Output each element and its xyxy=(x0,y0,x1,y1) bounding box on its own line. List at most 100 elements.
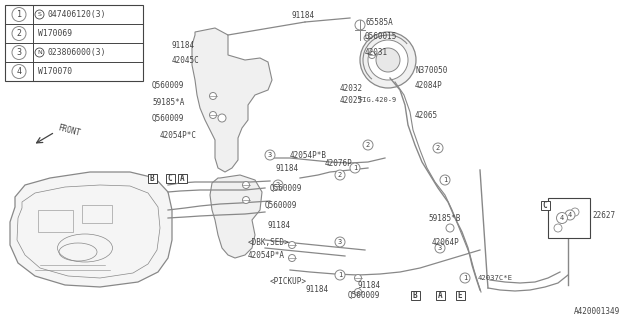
Circle shape xyxy=(12,65,26,78)
Text: Q560009: Q560009 xyxy=(152,114,184,123)
Circle shape xyxy=(12,45,26,60)
Text: 1: 1 xyxy=(443,177,447,183)
Bar xyxy=(435,291,445,300)
Text: 2: 2 xyxy=(366,142,370,148)
Circle shape xyxy=(335,170,345,180)
Bar xyxy=(38,210,73,232)
Bar xyxy=(5,5,143,81)
Text: 3: 3 xyxy=(438,245,442,251)
Text: 2: 2 xyxy=(338,172,342,178)
Text: Q560009: Q560009 xyxy=(152,81,184,90)
Text: 42076P: 42076P xyxy=(325,158,353,167)
Text: B: B xyxy=(150,173,154,182)
Bar xyxy=(548,198,590,238)
Text: 3: 3 xyxy=(268,152,272,158)
Circle shape xyxy=(35,48,44,57)
Bar xyxy=(541,201,550,210)
Circle shape xyxy=(12,27,26,41)
Text: Q560009: Q560009 xyxy=(348,291,380,300)
Text: B: B xyxy=(413,291,417,300)
Text: 42054P*B: 42054P*B xyxy=(290,150,327,159)
Text: 42064P: 42064P xyxy=(432,237,460,246)
Circle shape xyxy=(565,210,575,220)
Text: 42084P: 42084P xyxy=(415,81,443,90)
Circle shape xyxy=(209,92,216,100)
Circle shape xyxy=(355,275,362,282)
Circle shape xyxy=(289,242,296,249)
Circle shape xyxy=(265,150,275,160)
Circle shape xyxy=(364,35,370,41)
Text: W170070: W170070 xyxy=(38,67,72,76)
Text: <DBK,SED>: <DBK,SED> xyxy=(248,237,290,246)
Circle shape xyxy=(12,7,26,21)
Circle shape xyxy=(557,212,568,223)
Text: 42032: 42032 xyxy=(340,84,363,92)
Text: Q560009: Q560009 xyxy=(270,183,302,193)
Text: <PICKUP>: <PICKUP> xyxy=(270,277,307,286)
Text: 91184: 91184 xyxy=(275,164,298,172)
Text: 59185*A: 59185*A xyxy=(152,98,184,107)
Polygon shape xyxy=(10,172,172,287)
Text: 91184: 91184 xyxy=(172,41,195,50)
Circle shape xyxy=(35,10,44,19)
Text: A420001349: A420001349 xyxy=(573,308,620,316)
Text: 4: 4 xyxy=(568,212,572,218)
Circle shape xyxy=(243,181,250,188)
Bar xyxy=(456,291,465,300)
Text: 42025: 42025 xyxy=(340,95,363,105)
Circle shape xyxy=(440,175,450,185)
Text: E: E xyxy=(458,291,462,300)
Circle shape xyxy=(243,196,250,204)
Text: 22627: 22627 xyxy=(592,211,615,220)
Text: S: S xyxy=(38,12,42,17)
Text: 42054P*C: 42054P*C xyxy=(160,131,197,140)
Polygon shape xyxy=(192,28,272,172)
Text: 047406120(3): 047406120(3) xyxy=(47,10,106,19)
Text: 3: 3 xyxy=(276,182,280,188)
Circle shape xyxy=(289,254,296,261)
Text: 1: 1 xyxy=(353,165,357,171)
Text: C: C xyxy=(168,173,172,182)
Bar xyxy=(147,173,157,182)
Circle shape xyxy=(369,52,376,59)
Text: A: A xyxy=(180,173,184,182)
Bar xyxy=(410,291,419,300)
Text: Q560009: Q560009 xyxy=(265,201,298,210)
Bar xyxy=(82,205,112,223)
Circle shape xyxy=(446,224,454,232)
Text: 42037C*E: 42037C*E xyxy=(478,275,513,281)
Text: 91184: 91184 xyxy=(268,220,291,229)
Polygon shape xyxy=(210,175,262,258)
Text: 42054P*A: 42054P*A xyxy=(248,251,285,260)
Text: 1: 1 xyxy=(17,10,22,19)
Text: 42031: 42031 xyxy=(365,47,388,57)
Circle shape xyxy=(350,163,360,173)
Text: Q560015: Q560015 xyxy=(365,31,397,41)
Text: 59185*B: 59185*B xyxy=(428,213,460,222)
Text: 91184: 91184 xyxy=(358,281,381,290)
Circle shape xyxy=(376,48,400,72)
Circle shape xyxy=(355,20,365,30)
Text: W170069: W170069 xyxy=(38,29,72,38)
Text: 4: 4 xyxy=(560,215,564,221)
Circle shape xyxy=(335,237,345,247)
Text: 3: 3 xyxy=(338,239,342,245)
Circle shape xyxy=(209,111,216,118)
Circle shape xyxy=(360,32,416,88)
Text: FRONT: FRONT xyxy=(57,124,82,138)
Text: 3: 3 xyxy=(17,48,22,57)
Circle shape xyxy=(554,224,562,232)
Circle shape xyxy=(571,208,579,216)
Circle shape xyxy=(433,143,443,153)
Text: 65585A: 65585A xyxy=(365,18,393,27)
Text: N: N xyxy=(37,50,42,55)
Text: A: A xyxy=(438,291,442,300)
Text: 42045C: 42045C xyxy=(172,55,200,65)
Circle shape xyxy=(355,289,362,295)
Bar xyxy=(177,173,186,182)
Text: 4: 4 xyxy=(17,67,22,76)
Circle shape xyxy=(218,114,226,122)
Circle shape xyxy=(368,40,408,80)
Text: 023806000(3): 023806000(3) xyxy=(47,48,106,57)
Text: 91184: 91184 xyxy=(305,285,328,294)
